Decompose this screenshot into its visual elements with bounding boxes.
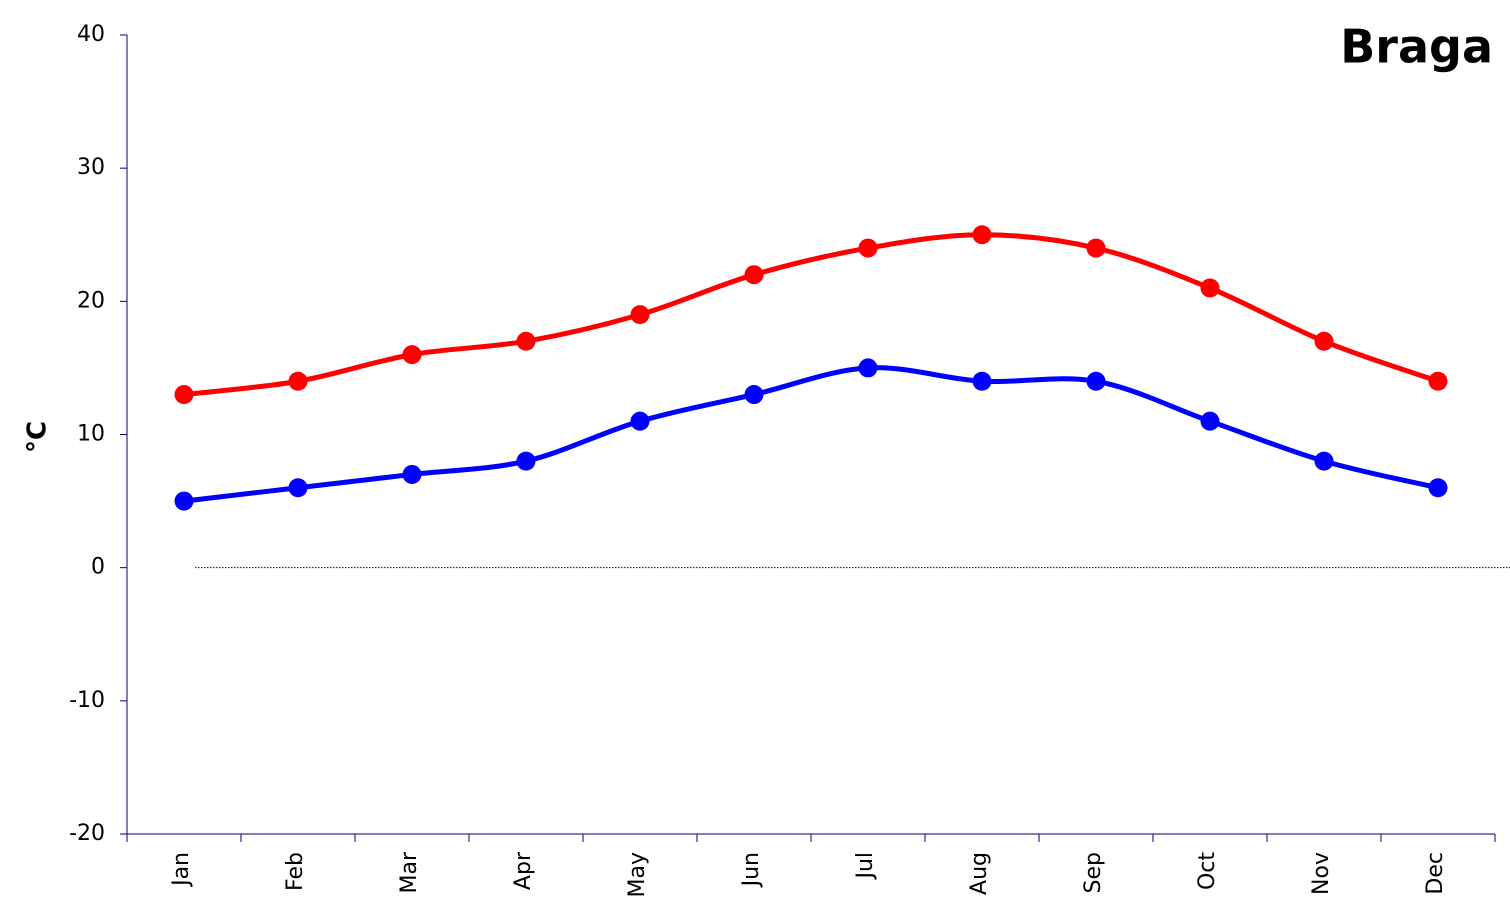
point [744,265,764,285]
series-line [183,232,1439,398]
point [288,478,308,498]
point [744,385,764,405]
point [288,371,308,391]
point [1314,451,1334,471]
point [972,371,992,391]
x-tick-label: Oct [1195,852,1220,890]
point [1200,411,1220,431]
x-tick-label: Sep [1081,852,1106,893]
point [174,385,194,405]
point [1086,371,1106,391]
y-tick-label: -20 [69,821,105,846]
point [1086,238,1106,258]
point [174,491,194,511]
x-tick-label: Dec [1423,852,1448,895]
x-tick-label: Feb [283,852,308,891]
y-tick-label: 20 [77,288,105,313]
x-tick-label: May [625,852,650,897]
series-line [183,365,1439,504]
point [630,411,650,431]
point [516,451,536,471]
point [516,331,536,351]
point [1314,331,1334,351]
x-tick-label: Mar [397,851,422,893]
x-tick-label: Nov [1309,852,1334,895]
x-tick-label: Aug [967,852,992,895]
point [630,305,650,325]
point [402,464,422,484]
x-tick-label: Jul [853,852,878,881]
x-tick-label: Apr [511,851,536,890]
y-tick-label: 10 [77,422,105,447]
point [1200,278,1220,298]
x-tick-label: Jun [739,852,764,888]
point [858,358,878,378]
point [972,225,992,245]
y-tick-label: 40 [77,22,105,47]
x-tick-label: Jan [169,852,194,888]
point [1428,478,1448,498]
y-tick-label: 30 [77,155,105,180]
point [1428,371,1448,391]
chart-title: Braga [1340,20,1493,74]
point [858,238,878,258]
point [402,345,422,365]
y-axis-label: °C [23,421,53,453]
y-tick-label: -10 [69,688,105,713]
y-tick-label: 0 [91,555,105,580]
